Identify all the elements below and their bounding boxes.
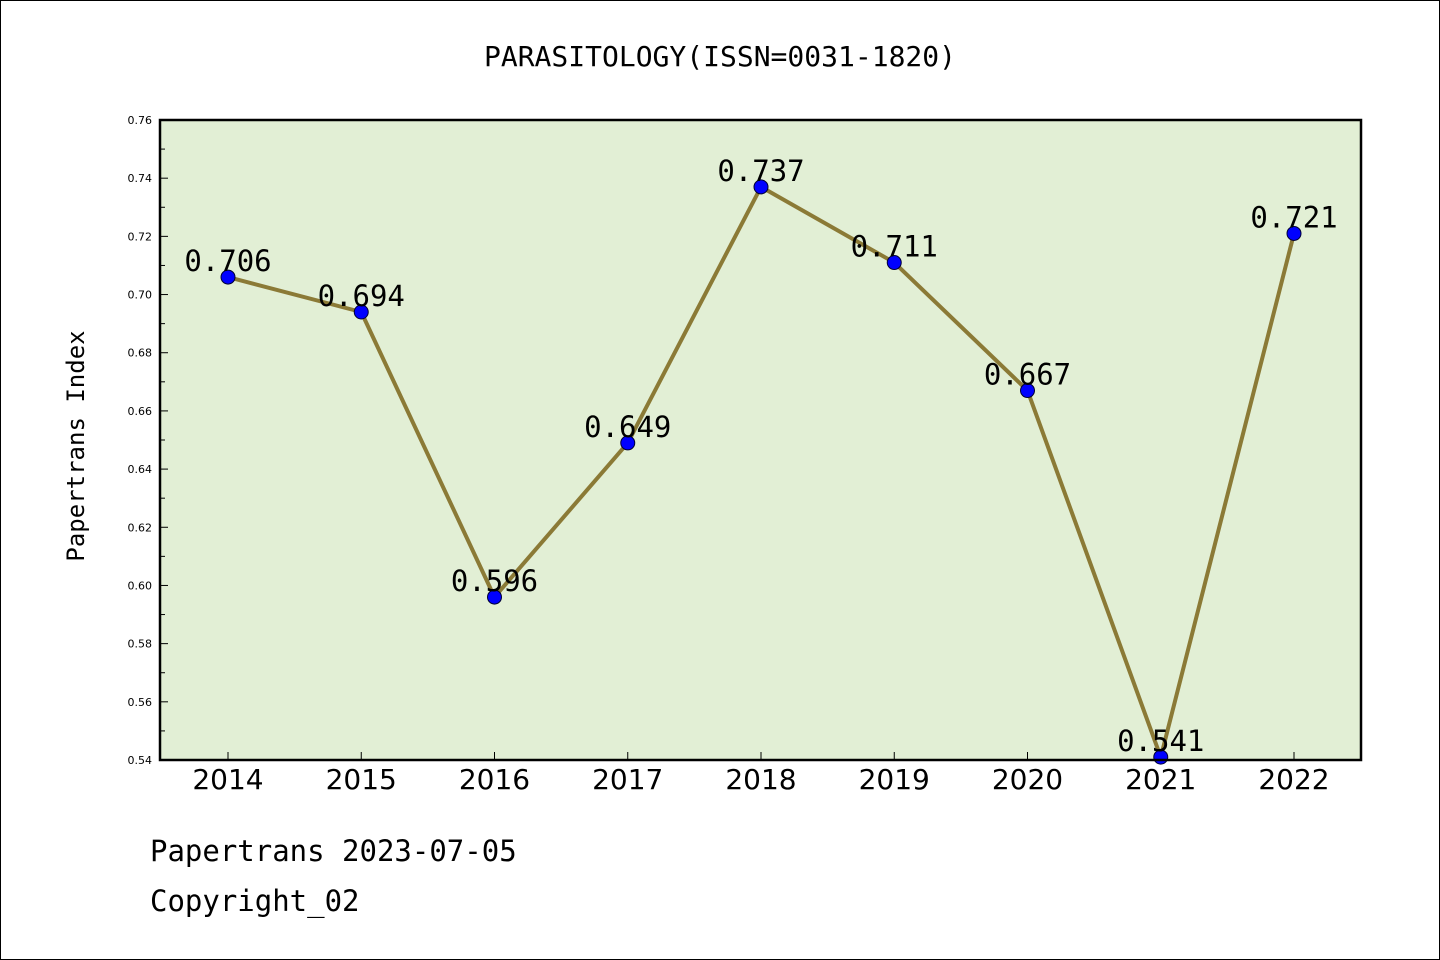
x-tick-label: 2021 xyxy=(1125,763,1196,796)
y-tick-label: 0.66 xyxy=(128,405,153,418)
y-tick-label: 0.62 xyxy=(128,521,153,534)
y-axis-label: Papertrans Index xyxy=(62,330,90,561)
y-tick-label: 0.70 xyxy=(128,289,153,302)
y-tick-label: 0.68 xyxy=(128,347,153,360)
data-labels: 0.706 0.694 0.596 0.649 0.737 0.711 0.667 0.541… xyxy=(184,154,1337,758)
y-tick-label: 0.76 xyxy=(128,114,153,127)
x-tick-label: 2016 xyxy=(459,763,530,796)
data-label: 0.721 xyxy=(1250,200,1337,234)
x-tick-label: 2018 xyxy=(725,763,796,796)
y-tick-label: 0.54 xyxy=(128,754,153,767)
y-tick-label: 0.58 xyxy=(128,638,153,651)
plot-area xyxy=(160,120,1361,760)
footer-date-line: Papertrans 2023-07-05 xyxy=(150,834,517,868)
axis-ticks: 0.54 0.56 0.58 0.60 0.62 0.64 0.66 0.68 0.70 0.72… xyxy=(128,114,1330,796)
x-tick-label: 2019 xyxy=(859,763,930,796)
x-tick-label: 2015 xyxy=(326,763,397,796)
data-point xyxy=(487,589,502,605)
data-point xyxy=(1020,383,1035,399)
data-point xyxy=(886,255,902,271)
chart-title: PARASITOLOGY(ISSN=0031-1820) xyxy=(484,40,956,73)
y-tick-label: 0.74 xyxy=(128,172,153,185)
x-tick-label: 2020 xyxy=(992,763,1063,796)
data-label: 0.596 xyxy=(451,564,538,598)
data-label: 0.711 xyxy=(851,230,938,264)
plot-border xyxy=(158,118,1363,762)
data-point xyxy=(353,304,369,320)
y-tick-label: 0.64 xyxy=(128,463,153,476)
x-tick-label: 2014 xyxy=(192,763,263,796)
x-tick-label: 2022 xyxy=(1258,763,1329,796)
data-point xyxy=(1286,225,1302,241)
data-point xyxy=(753,179,769,195)
data-label: 0.649 xyxy=(584,410,671,444)
y-tick-label: 0.60 xyxy=(128,579,153,592)
data-label: 0.694 xyxy=(318,279,405,313)
y-tick-label: 0.56 xyxy=(128,696,153,709)
footer-copyright-line: Copyright_02 xyxy=(150,884,360,918)
data-point xyxy=(220,269,236,285)
data-label: 0.737 xyxy=(717,154,804,188)
y-tick-label: 0.72 xyxy=(128,230,153,243)
data-points xyxy=(220,179,1302,765)
data-point xyxy=(620,435,636,451)
data-label: 0.667 xyxy=(984,358,1071,392)
x-tick-label: 2017 xyxy=(592,763,663,796)
data-label: 0.706 xyxy=(184,244,271,278)
data-label: 0.541 xyxy=(1117,724,1204,758)
